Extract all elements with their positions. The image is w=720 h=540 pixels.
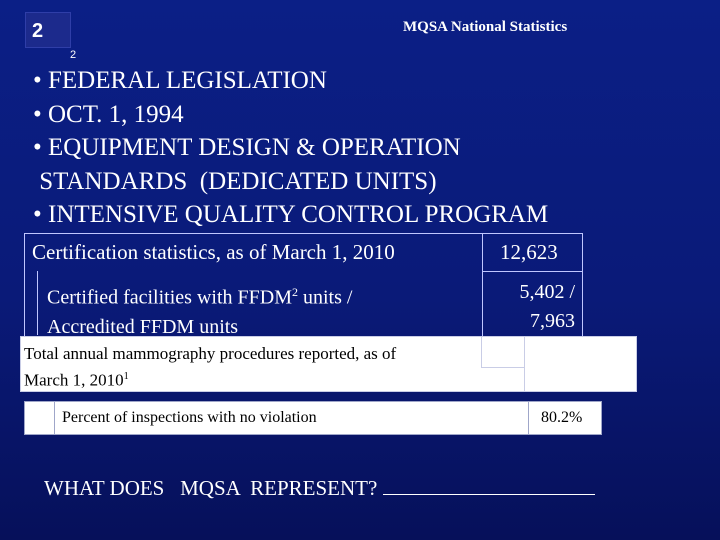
bullet-item: • OCT. 1, 1994 [33, 100, 184, 128]
annual-procedures-label: Total annual mammography procedures repo… [24, 344, 397, 390]
bullet-item: • EQUIPMENT DESIGN & OPERATION [33, 134, 461, 161]
inspections-row [24, 401, 602, 435]
bullet-list: • FEDERAL LEGISLATION • OCT. 1, 1994 • E… [33, 64, 548, 232]
certification-label: Certification statistics, as of March 1,… [32, 240, 395, 264]
annual-procedures-row [20, 336, 637, 392]
annual-procedures-value: 38,057,377 [538, 342, 615, 361]
answer-blank [382, 476, 595, 495]
ffdm-label: Certified facilities with FFDM2 units / … [47, 285, 353, 338]
inspections-value: 80.2% [541, 409, 583, 426]
inspections-label: Percent of inspections with no violation [62, 409, 317, 426]
slide-number-badge: 2 [25, 12, 71, 48]
certification-value: 12,623 [500, 240, 558, 264]
question-prompt: WHAT DOES MQSA REPRESENT? [44, 476, 595, 501]
bullet-item: STANDARDS (DEDICATED UNITS) [33, 167, 437, 195]
ffdm-value: 5,402 / 7,963 [519, 281, 575, 332]
slide-title: MQSA National Statistics [403, 19, 568, 35]
bullet-item: • FEDERAL LEGISLATION [33, 67, 327, 94]
page-number: 2 [70, 49, 77, 61]
bullet-item: • INTENSIVE QUALITY CONTROL PROGRAM [33, 201, 549, 228]
